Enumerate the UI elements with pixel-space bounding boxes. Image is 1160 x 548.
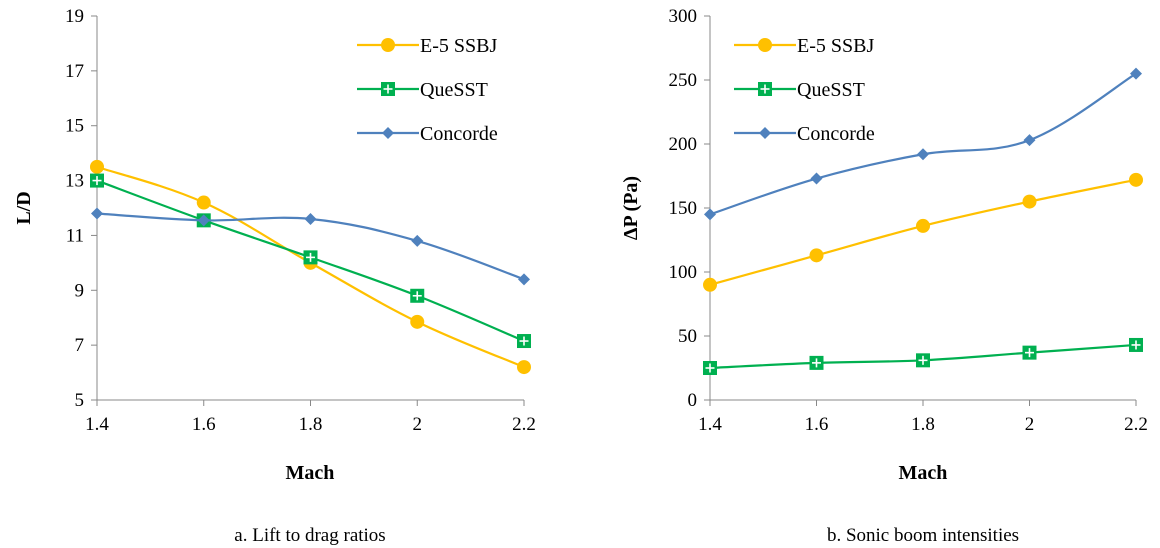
series-e-5-ssbj [90,159,531,375]
marker-circle [758,38,772,52]
legend-label: QueSST [420,79,488,101]
series-group [703,67,1143,375]
marker-square [916,353,930,368]
chart-caption: b. Sonic boom intensities [827,525,1019,546]
series-quesst [90,173,531,349]
legend-label: QueSST [797,79,865,101]
legend-item: E-5 SSBJ [734,35,874,57]
marker-diamond [917,148,929,161]
marker-diamond [1130,67,1142,80]
marker-circle [196,195,211,210]
legend-label: Concorde [797,123,875,145]
x-tick-label: 1.8 [299,414,323,435]
marker-circle [809,248,824,263]
marker-square [758,82,772,96]
marker-square [1129,337,1143,352]
marker-square [410,288,425,303]
x-tick-label: 2 [413,414,423,435]
y-tick-label: 9 [75,280,85,301]
y-ticks: 0 50 100 150 200 250 300 [669,6,710,411]
marker-diamond [91,207,103,220]
x-ticks: 1.4 1.6 1.8 2 2.2 [698,400,1148,435]
series-concorde [91,207,530,286]
y-tick-label: 19 [65,6,84,27]
y-tick-label: 200 [669,134,698,155]
marker-square [381,82,395,96]
legend: E-5 SSBJ QueSST Concorde [357,35,498,145]
x-tick-label: 2 [1025,414,1035,435]
y-axis-title: ΔP (Pa) [620,176,642,240]
marker-diamond [1023,134,1036,147]
marker-diamond [411,234,424,247]
legend: E-5 SSBJ QueSST Concorde [734,35,875,145]
x-tick-label: 2.2 [1124,414,1148,435]
x-axis-title: Mach [286,462,335,484]
marker-square [303,250,318,265]
series-quesst [703,337,1143,375]
series-group [90,159,531,375]
y-tick-label: 250 [669,70,698,91]
marker-circle [90,159,104,174]
marker-square [517,334,531,349]
marker-square [809,355,824,370]
legend-label: Concorde [420,123,498,145]
y-tick-label: 100 [669,262,698,283]
y-tick-label: 5 [75,390,85,411]
x-tick-label: 1.8 [911,414,935,435]
legend-item: Concorde [357,123,498,145]
marker-circle [703,277,717,292]
marker-diamond [382,127,394,139]
x-tick-label: 1.4 [85,414,109,435]
legend-item: Concorde [734,123,875,145]
series-concorde [704,67,1142,221]
y-tick-label: 300 [669,6,698,27]
marker-diamond [518,273,530,286]
legend-item: QueSST [734,79,865,101]
y-ticks: 5 7 9 11 13 15 17 19 [65,6,97,411]
marker-diamond [759,127,771,139]
marker-square [1022,345,1037,360]
marker-diamond [810,172,823,185]
y-tick-label: 17 [65,61,84,82]
y-tick-label: 150 [669,198,698,219]
chart-sonic-boom: 0 50 100 150 200 250 300 1.4 1.6 1.8 2 2.2 E-5 SSB… [620,6,1148,546]
series-e-5-ssbj [703,172,1143,292]
legend-item: QueSST [357,79,488,101]
marker-circle [916,218,930,233]
y-tick-label: 13 [65,171,84,192]
y-tick-label: 7 [75,335,85,356]
x-tick-label: 1.6 [805,414,829,435]
y-axis-title: L/D [13,191,35,224]
x-tick-label: 1.6 [192,414,216,435]
marker-circle [410,314,425,329]
marker-circle [1129,172,1143,187]
legend-label: E-5 SSBJ [420,35,497,57]
y-tick-label: 15 [65,116,84,137]
chart-caption: a. Lift to drag ratios [234,525,385,546]
marker-circle [381,38,395,52]
marker-diamond [304,212,317,225]
x-tick-label: 1.4 [698,414,722,435]
marker-circle [517,360,531,375]
y-tick-label: 50 [678,326,697,347]
x-axis-title: Mach [899,462,948,484]
x-ticks: 1.4 1.6 1.8 2 2.2 [85,400,536,435]
x-tick-label: 2.2 [512,414,536,435]
marker-square [703,361,717,375]
marker-diamond [197,214,210,227]
legend-label: E-5 SSBJ [797,35,874,57]
y-tick-label: 11 [66,225,84,246]
marker-circle [1022,194,1037,209]
y-tick-label: 0 [688,390,698,411]
marker-square [90,173,104,188]
legend-item: E-5 SSBJ [357,35,497,57]
chart-lift-to-drag: 5 7 9 11 13 15 17 19 1.4 1.6 1.8 2 2.2 E-5 SSBJ QueS… [13,6,536,546]
marker-diamond [704,208,716,221]
